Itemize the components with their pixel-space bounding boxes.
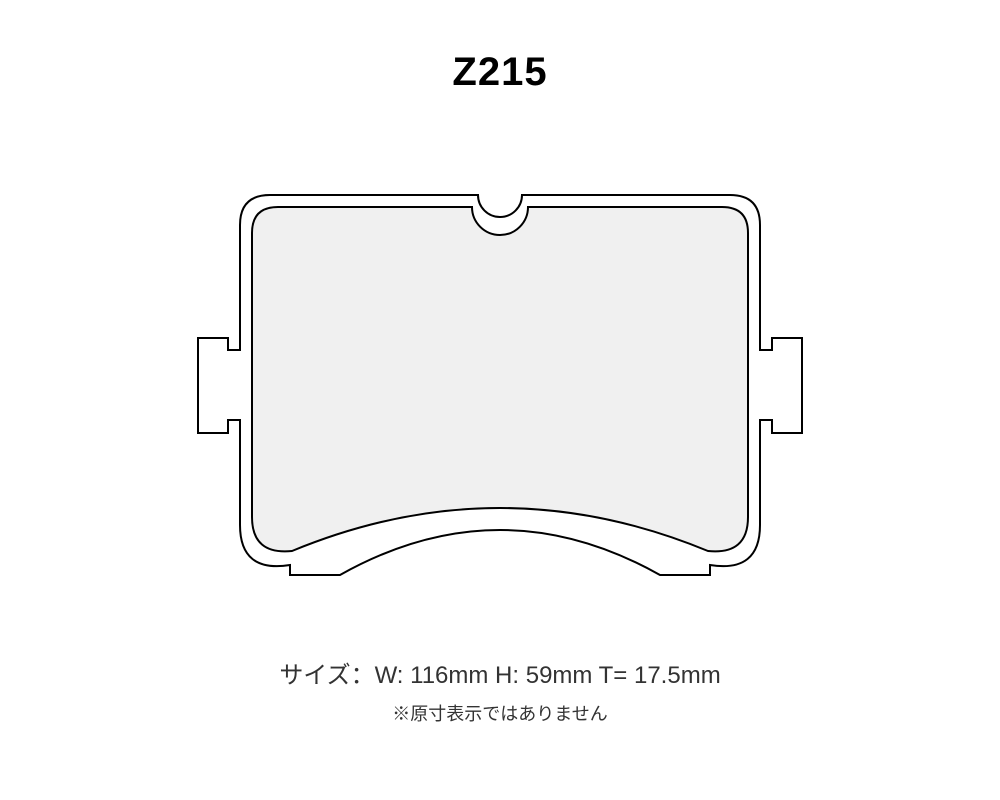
part-number-title: Z215	[452, 50, 547, 95]
dimensions-label: サイズ：W: 116mm H: 59mm T= 17.5mm	[279, 655, 720, 690]
brake-pad-diagram	[150, 135, 850, 635]
friction-pad-outline	[252, 207, 748, 551]
scale-note: ※原寸表示ではありません	[392, 700, 607, 726]
